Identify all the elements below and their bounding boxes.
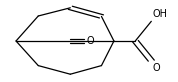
Text: OH: OH	[152, 9, 167, 19]
Text: O: O	[152, 63, 160, 73]
Text: O: O	[87, 36, 95, 46]
